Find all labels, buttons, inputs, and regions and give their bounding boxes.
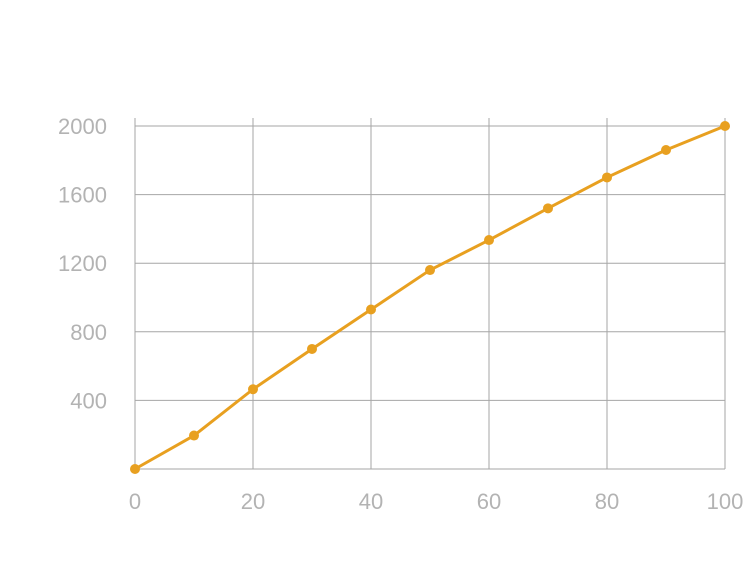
data-point (130, 464, 140, 474)
y-axis-ticks: 400 800 1200 1600 2000 (58, 114, 107, 413)
x-tick-label: 40 (359, 489, 383, 514)
data-point (720, 121, 730, 131)
grid-lines (134, 118, 726, 470)
y-tick-label: 1200 (58, 251, 107, 276)
series-layer (130, 121, 730, 474)
data-point (661, 145, 671, 156)
data-point (484, 235, 494, 246)
x-tick-label: 0 (129, 489, 141, 514)
y-tick-label: 800 (70, 320, 107, 345)
data-point (543, 203, 553, 214)
y-tick-label: 2000 (58, 114, 107, 139)
x-tick-label: 100 (707, 489, 744, 514)
x-tick-label: 60 (477, 489, 501, 514)
data-point (307, 343, 317, 354)
series-line (133, 124, 727, 471)
y-tick-label: 400 (70, 388, 107, 413)
data-point (602, 172, 612, 183)
data-point (425, 265, 435, 276)
x-axis-ticks: 0 20 40 60 80 100 (129, 489, 743, 514)
data-point (189, 430, 199, 441)
data-point (366, 304, 376, 315)
y-tick-label: 1600 (58, 183, 107, 208)
data-point (248, 384, 258, 395)
x-tick-label: 20 (241, 489, 265, 514)
x-tick-label: 80 (595, 489, 619, 514)
